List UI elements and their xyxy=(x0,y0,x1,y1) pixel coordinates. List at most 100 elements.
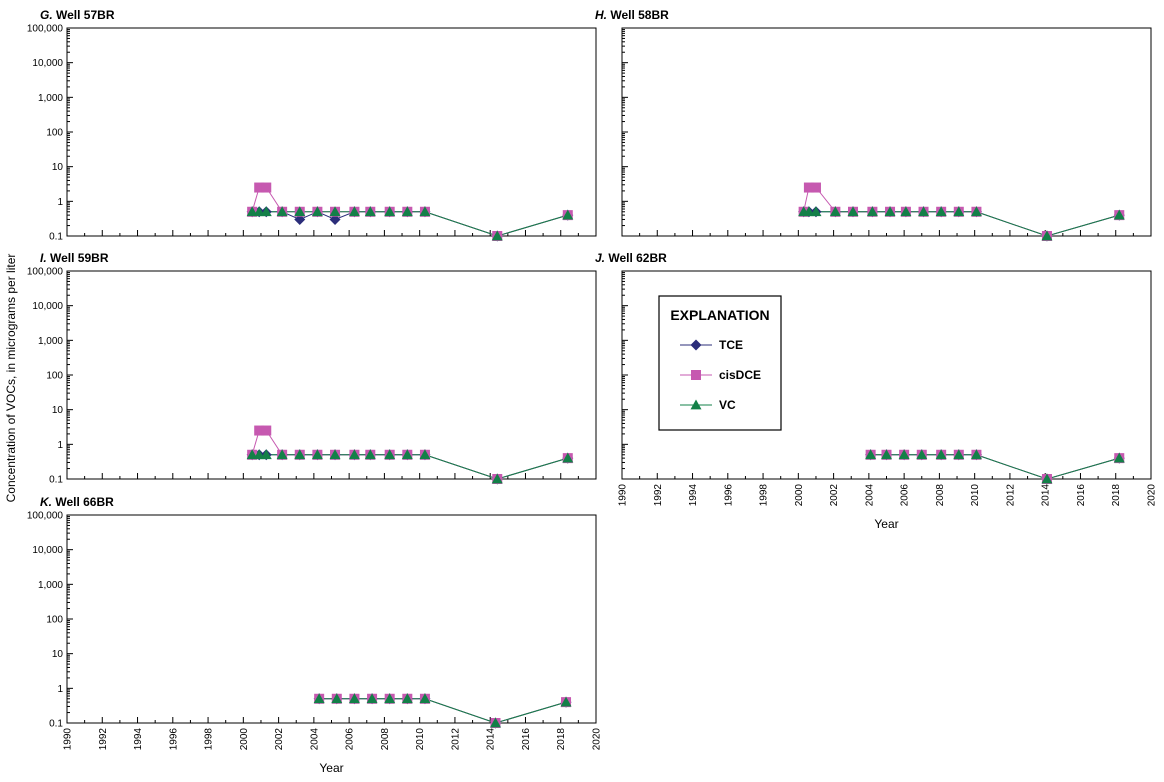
data-point-vc xyxy=(294,449,306,460)
x-tick-label: 2012 xyxy=(1005,484,1016,507)
data-point-vc xyxy=(1041,230,1053,241)
y-tick-label: 10 xyxy=(52,162,64,173)
y-tick-label: 10,000 xyxy=(32,301,63,312)
panel-well-name: Well 59BR xyxy=(50,251,109,265)
panel-letter: H. xyxy=(595,8,610,22)
legend-marker-tce xyxy=(690,339,702,351)
y-tick-label: 1,000 xyxy=(38,336,63,347)
panel-well-58br: H. Well 58BR xyxy=(595,8,1152,242)
plot-frame xyxy=(66,27,597,237)
x-tick-label: 2002 xyxy=(274,728,285,751)
x-tick-label: 2008 xyxy=(380,728,391,751)
data-point-vc xyxy=(562,452,574,463)
y-tick-label: 0.1 xyxy=(49,475,63,486)
x-tick-label: 2006 xyxy=(900,484,911,507)
data-point-vc xyxy=(491,473,503,484)
y-tick-label: 1 xyxy=(57,197,63,208)
data-point-vc xyxy=(810,206,822,217)
x-tick-label: 1990 xyxy=(63,728,74,751)
legend-marker-vc xyxy=(690,399,702,410)
data-point-vc xyxy=(866,206,878,217)
data-point-vc xyxy=(562,209,574,220)
data-point-vc xyxy=(276,206,288,217)
legend-marker-cisdce xyxy=(691,370,701,380)
data-point-vc xyxy=(898,449,910,460)
panel-well-59br: I. Well 59BR 100,000 10,000 1,000 100 10 1 0.1 xyxy=(27,251,597,486)
y-tick-label: 10 xyxy=(52,405,64,416)
data-point-vc xyxy=(294,206,306,217)
plot-frame xyxy=(66,514,597,724)
y-tick-label: 100 xyxy=(46,371,63,382)
y-tick-label: 1,000 xyxy=(38,580,63,591)
data-point-cisdce xyxy=(261,182,272,193)
x-tick-label: 2020 xyxy=(1147,484,1158,507)
panel-letter: G. xyxy=(40,8,56,22)
data-point-vc xyxy=(401,449,413,460)
data-point-vc xyxy=(384,449,396,460)
data-point-cisdce xyxy=(254,425,265,436)
x-tick-label: 2006 xyxy=(345,728,356,751)
legend-title: EXPLANATION xyxy=(670,307,769,323)
y-tick-label: 1 xyxy=(57,684,63,695)
data-point-vc xyxy=(329,449,341,460)
data-point-vc xyxy=(348,206,360,217)
panel-title: J. Well 62BR xyxy=(595,251,667,265)
x-tick-label: 2014 xyxy=(1041,484,1052,507)
data-point-vc xyxy=(419,206,431,217)
data-point-vc xyxy=(401,693,413,704)
data-point-vc xyxy=(311,206,323,217)
panel-well-62br: J. Well 62BR 1990 1992 1994 1996 1998 2000 2002… xyxy=(595,251,1158,531)
data-point-vc xyxy=(331,693,343,704)
panel-well-name: Well 58BR xyxy=(610,8,669,22)
panel-title: G. Well 57BR xyxy=(40,8,115,22)
y-tick-label: 0.1 xyxy=(49,232,63,243)
data-point-vc xyxy=(491,230,503,241)
data-point-vc xyxy=(900,206,912,217)
x-tick-label: 2004 xyxy=(309,728,320,751)
y-tick-label: 100 xyxy=(46,128,63,139)
panel-well-name: Well 66BR xyxy=(55,495,114,509)
data-point-vc xyxy=(935,206,947,217)
data-point-vc xyxy=(953,449,965,460)
x-tick-label: 1998 xyxy=(204,728,215,751)
x-tick-label: 1998 xyxy=(759,484,770,507)
panel-letter: I. xyxy=(40,251,50,265)
x-tick-label: 2002 xyxy=(829,484,840,507)
data-point-vc xyxy=(489,717,501,728)
panel-title: I. Well 59BR xyxy=(40,251,109,265)
x-tick-label: 2004 xyxy=(864,484,875,507)
data-point-vc xyxy=(366,693,378,704)
x-tick-label: 2016 xyxy=(1076,484,1087,507)
panel-well-name: Well 57BR xyxy=(56,8,115,22)
panel-title: H. Well 58BR xyxy=(595,8,669,22)
y-tick-label: 1,000 xyxy=(38,93,63,104)
data-point-vc xyxy=(1113,209,1125,220)
x-tick-label: 2000 xyxy=(239,728,250,751)
legend-label-tce: TCE xyxy=(719,338,743,352)
data-point-cisdce xyxy=(810,182,821,193)
legend-label-vc: VC xyxy=(719,398,736,412)
data-point-vc xyxy=(953,206,965,217)
panel-well-66br: K. Well 66BR100,00010,0001,0001001010.11… xyxy=(27,495,603,775)
data-point-vc xyxy=(419,449,431,460)
data-point-vc xyxy=(348,693,360,704)
x-tick-label: 2018 xyxy=(556,728,567,751)
y-tick-label: 1 xyxy=(57,440,63,451)
data-point-vc xyxy=(348,449,360,460)
data-point-vc xyxy=(276,449,288,460)
data-point-vc xyxy=(884,206,896,217)
data-point-vc xyxy=(253,206,265,217)
y-axis-title: Concentration of VOCs, in micrograms per… xyxy=(4,254,18,503)
y-tick-label: 10 xyxy=(52,649,64,660)
data-point-vc xyxy=(970,449,982,460)
y-tick-label: 100,000 xyxy=(27,24,64,35)
data-point-vc xyxy=(246,206,258,217)
y-tick-label: 100 xyxy=(46,615,63,626)
x-tick-label: 1992 xyxy=(98,728,109,751)
data-point-vc xyxy=(419,693,431,704)
x-tick-label: 2012 xyxy=(450,728,461,751)
data-point-vc xyxy=(1113,452,1125,463)
data-point-vc xyxy=(1041,473,1053,484)
